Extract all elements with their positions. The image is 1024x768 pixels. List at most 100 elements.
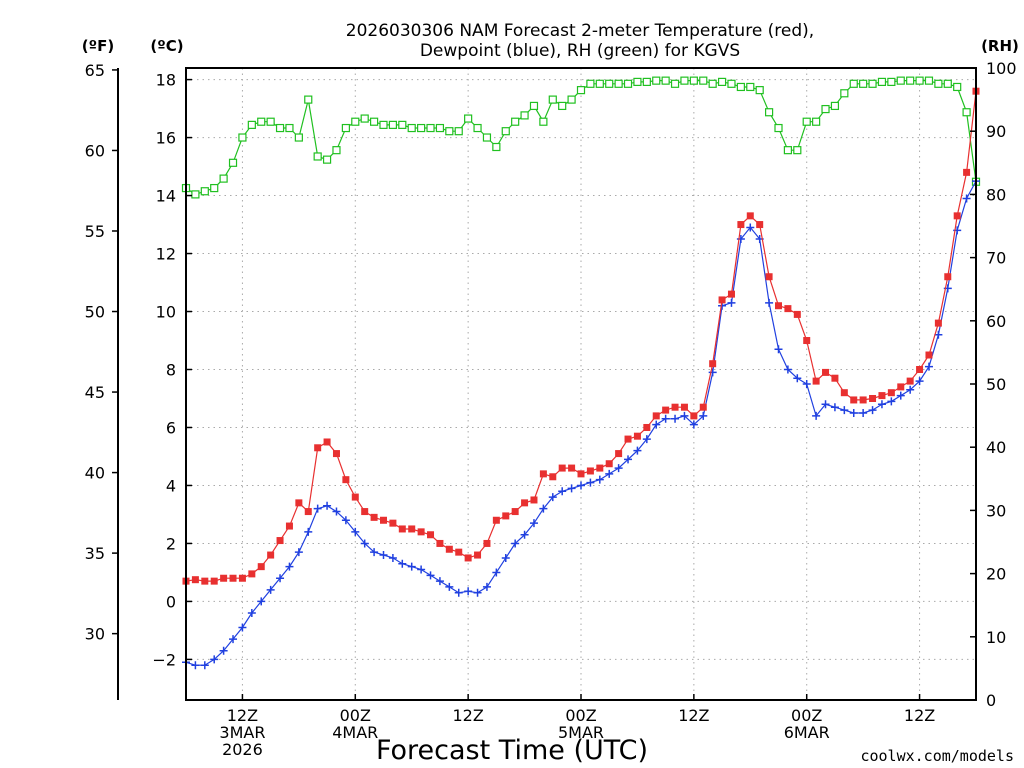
dewpoint-point-39: [548, 493, 557, 502]
rh-tick-label-2: 20: [986, 565, 1006, 584]
celsius-tick-label-1: 0: [166, 592, 176, 611]
rh-point-47: [623, 79, 633, 88]
temperature-point-38: [539, 470, 547, 478]
rh-series: [181, 76, 981, 199]
rh-tick-label-6: 60: [986, 312, 1006, 331]
rh-tick-label-0: 0: [986, 691, 996, 710]
temperature-point-51: [662, 406, 670, 414]
celsius-tick-label-8: 14: [156, 187, 176, 206]
temperature-point-20: [370, 513, 378, 521]
temperature-point-52: [671, 403, 679, 411]
dewpoint-point-14: [313, 504, 322, 513]
celsius-tick-label-6: 10: [156, 303, 176, 322]
rh-point-30: [464, 114, 473, 123]
rh-tick-label-3: 30: [986, 501, 1006, 520]
dewpoint-point-33: [492, 568, 501, 577]
temperature-point-10: [276, 537, 284, 545]
rh-point-53: [680, 76, 689, 85]
temperature-point-53: [680, 403, 688, 411]
dewpoint-point-49: [642, 435, 651, 444]
temperature-point-62: [765, 273, 773, 281]
rh-point-33: [492, 142, 501, 152]
rh-point-3: [210, 183, 219, 193]
dewpoint-point-19: [360, 539, 369, 548]
temperature-point-3: [210, 577, 218, 585]
rh-point-70: [840, 89, 849, 98]
temperature-point-58: [727, 290, 735, 298]
temperature-point-31: [474, 551, 482, 559]
dewpoint-point-76: [896, 391, 905, 400]
dewpoint-point-27: [435, 577, 444, 586]
rh-point-18: [351, 117, 360, 126]
dewpoint-point-13: [304, 527, 313, 536]
temperature-point-59: [737, 221, 745, 229]
celsius-tick-label-4: 6: [166, 418, 176, 437]
x-tick-label-0-2: 3MAR: [219, 723, 265, 742]
dewpoint-point-3: [210, 655, 219, 664]
dewpoint-point-62: [765, 298, 774, 307]
dewpoint-point-54: [689, 420, 698, 429]
chart-title-line2: Dewpoint (blue), RH (green) for KGVS: [420, 41, 740, 61]
rh-tick-label-7: 70: [986, 249, 1006, 268]
rh-point-26: [426, 123, 435, 133]
dewpoint-point-51: [661, 414, 670, 423]
temperature-point-48: [633, 432, 641, 440]
dewpoint-point-5: [229, 635, 238, 644]
rh-point-23: [398, 120, 407, 129]
dewpoint-point-25: [417, 565, 426, 574]
rh-point-48: [633, 77, 642, 87]
rh-point-4: [219, 174, 228, 183]
dewpoint-point-26: [426, 571, 435, 580]
dewpoint-point-70: [840, 406, 849, 415]
dewpoint-point-23: [398, 559, 407, 568]
temperature-point-49: [643, 423, 651, 431]
rh-point-69: [830, 101, 840, 111]
dewpoint-point-56: [708, 368, 717, 377]
temperature-point-47: [624, 435, 632, 443]
temperature-point-16: [332, 450, 340, 458]
dewpoint-point-15: [323, 501, 332, 510]
temperature-point-56: [709, 360, 717, 368]
gridlines: [186, 68, 976, 700]
dewpoint-point-29: [454, 588, 463, 597]
fahrenheit-tick-label-0: 30: [85, 625, 105, 644]
x-tick-label-0-3: 2026: [222, 740, 263, 759]
rh-point-20: [369, 117, 379, 126]
rh-point-36: [520, 111, 529, 120]
rh-point-49: [642, 77, 651, 87]
dewpoint-point-6: [238, 623, 247, 632]
rh-point-67: [812, 117, 821, 126]
temperature-point-22: [389, 519, 397, 527]
temperature-point-9: [267, 551, 275, 559]
rh-tick-label-8: 80: [986, 185, 1006, 204]
celsius-axis-label: (ºC): [150, 37, 183, 55]
dewpoint-point-4: [219, 646, 228, 655]
fahrenheit-tick-label-7: 65: [85, 61, 105, 80]
rh-point-77: [906, 76, 915, 85]
temperature-point-27: [436, 539, 444, 547]
rh-point-17: [341, 123, 350, 133]
x-tick-label-5-2: 6MAR: [784, 723, 830, 742]
temperature-point-83: [963, 168, 971, 176]
dewpoint-point-7: [247, 609, 256, 618]
rh-point-11: [285, 123, 294, 133]
temperature-point-42: [577, 470, 585, 478]
rh-point-35: [511, 117, 520, 126]
temperature-point-21: [380, 516, 387, 524]
dewpoint-point-12: [294, 548, 303, 557]
temperature-point-40: [558, 464, 566, 472]
rh-tick-label-5: 50: [986, 375, 1006, 394]
temperature-point-66: [803, 337, 811, 345]
rh-tick-label-4: 40: [986, 438, 1006, 457]
dewpoint-point-43: [586, 478, 595, 487]
rh-point-57: [717, 77, 727, 87]
dewpoint-point-17: [341, 516, 350, 525]
rh-point-63: [774, 123, 783, 133]
credit-text: coolwx.com/models: [860, 747, 1014, 765]
rh-tick-label-1: 10: [986, 628, 1006, 647]
temperature-point-70: [840, 389, 848, 397]
fahrenheit-axis-label: (ºF): [82, 37, 114, 55]
temperature-point-72: [859, 396, 867, 404]
dewpoint-point-47: [624, 455, 633, 464]
